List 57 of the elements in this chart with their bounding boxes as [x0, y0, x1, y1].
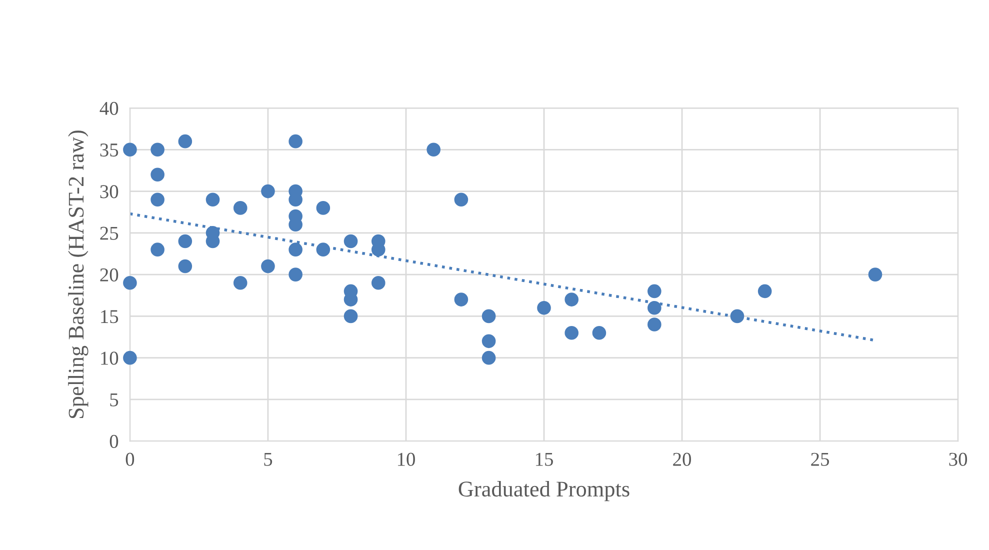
point — [482, 309, 496, 324]
point — [454, 192, 468, 207]
point — [482, 334, 496, 348]
point — [868, 268, 882, 282]
point — [206, 192, 220, 207]
y-tick-label: 20 — [100, 268, 118, 282]
point — [564, 292, 579, 306]
point — [150, 242, 164, 256]
x-tick-label: 20 — [673, 452, 691, 466]
point — [261, 259, 275, 274]
point — [123, 142, 137, 157]
point — [564, 326, 579, 340]
y-tick-label: 10 — [101, 352, 118, 365]
point — [178, 234, 192, 248]
point — [150, 192, 164, 207]
y-tick-label: 30 — [100, 185, 118, 198]
point — [344, 309, 358, 324]
y-tick-label: 5 — [110, 393, 118, 406]
x-tick-label: 5 — [264, 452, 272, 466]
point — [123, 350, 137, 365]
point — [233, 276, 248, 290]
x-tick-label: 25 — [811, 452, 829, 466]
point — [371, 276, 386, 290]
x-tick-label: 0 — [126, 452, 134, 466]
y-tick-label: 40 — [100, 102, 118, 115]
point — [261, 184, 275, 198]
y-axis-title: Spelling Baseline (HAST-2 raw) — [68, 130, 88, 418]
point — [288, 134, 302, 148]
point — [648, 300, 662, 315]
point — [344, 234, 358, 248]
point — [592, 326, 606, 340]
x-tick-label: 15 — [536, 452, 553, 466]
point — [537, 300, 551, 315]
x-tick-label: 30 — [949, 452, 968, 466]
point — [482, 350, 496, 365]
point — [454, 292, 468, 306]
point — [648, 284, 662, 298]
point — [123, 276, 137, 290]
point — [288, 242, 302, 256]
point — [288, 268, 302, 282]
point — [730, 309, 744, 324]
point — [233, 201, 248, 215]
x-tick-label: 10 — [398, 452, 415, 466]
point — [150, 168, 164, 182]
point — [178, 259, 192, 274]
point — [150, 142, 164, 157]
y-tick-label: 25 — [100, 226, 118, 240]
point — [426, 142, 440, 157]
point — [648, 318, 662, 332]
y-tick-label: 0 — [110, 434, 118, 448]
point — [316, 242, 330, 256]
point — [758, 284, 772, 298]
point — [178, 134, 192, 148]
x-axis-title: Graduated Prompts — [458, 480, 630, 502]
y-tick-label: 35 — [100, 144, 118, 157]
y-tick-label: 15 — [101, 310, 118, 324]
point — [316, 201, 330, 215]
